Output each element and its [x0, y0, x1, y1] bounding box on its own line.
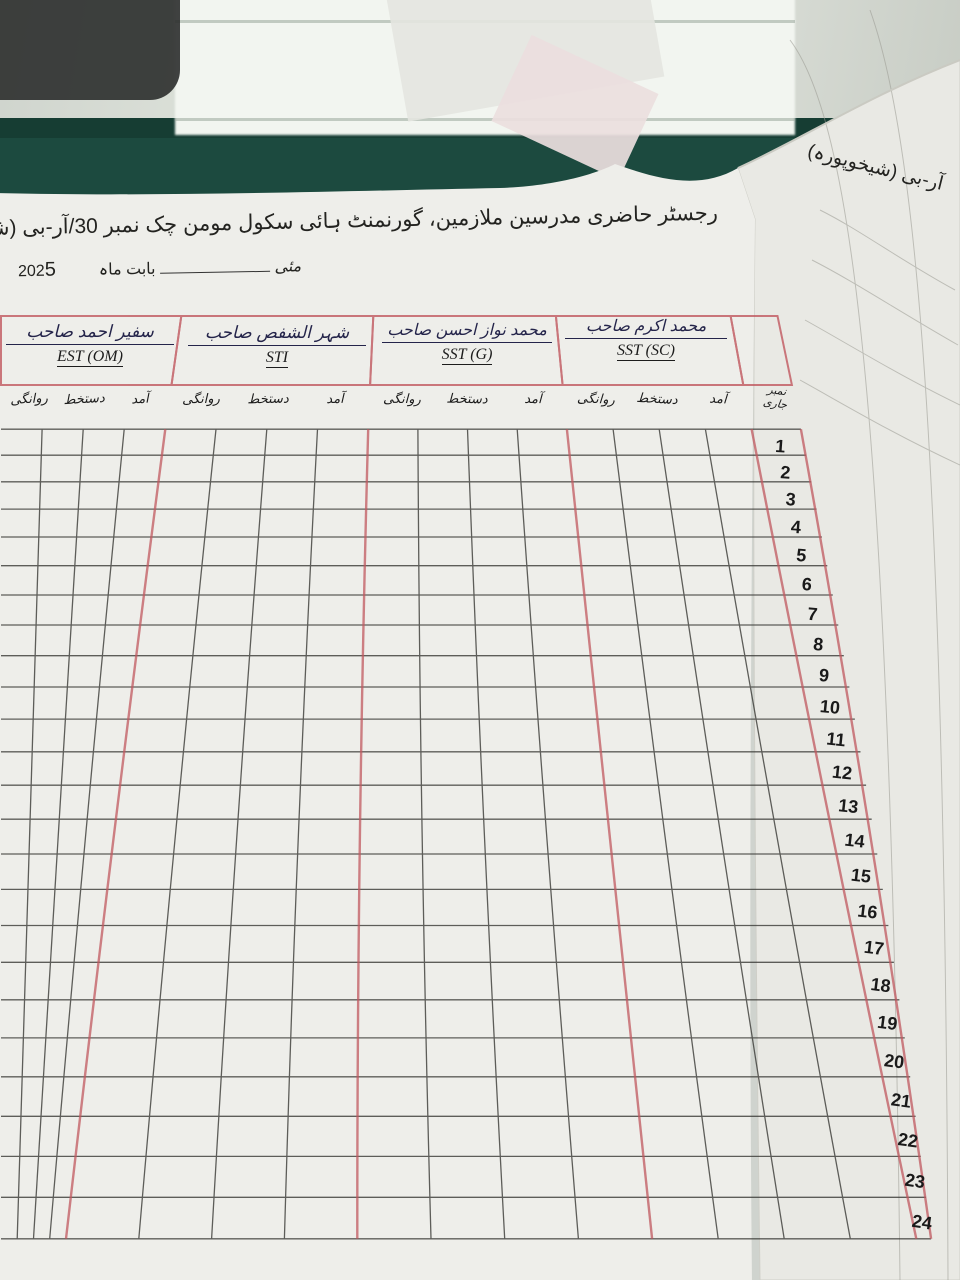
svg-text:13: 13: [837, 795, 859, 817]
svg-text:17: 17: [863, 937, 885, 959]
svg-text:11: 11: [826, 729, 847, 751]
svg-text:6: 6: [801, 574, 813, 595]
svg-text:14: 14: [844, 830, 866, 852]
svg-text:21: 21: [890, 1089, 913, 1112]
svg-text:22: 22: [897, 1129, 920, 1152]
svg-text:12: 12: [831, 762, 853, 784]
svg-text:2: 2: [780, 462, 791, 483]
svg-text:3: 3: [785, 489, 796, 510]
svg-text:5: 5: [796, 545, 808, 566]
svg-text:16: 16: [856, 900, 878, 922]
svg-text:18: 18: [869, 974, 891, 996]
svg-text:19: 19: [876, 1012, 898, 1034]
svg-text:9: 9: [818, 665, 830, 686]
svg-text:1: 1: [775, 436, 786, 457]
svg-text:20: 20: [883, 1050, 906, 1072]
svg-text:24: 24: [911, 1211, 934, 1234]
svg-text:4: 4: [790, 517, 802, 538]
svg-text:23: 23: [904, 1170, 927, 1193]
svg-text:8: 8: [812, 634, 824, 655]
svg-text:15: 15: [850, 865, 872, 887]
svg-text:10: 10: [819, 696, 841, 718]
svg-text:7: 7: [807, 604, 819, 625]
